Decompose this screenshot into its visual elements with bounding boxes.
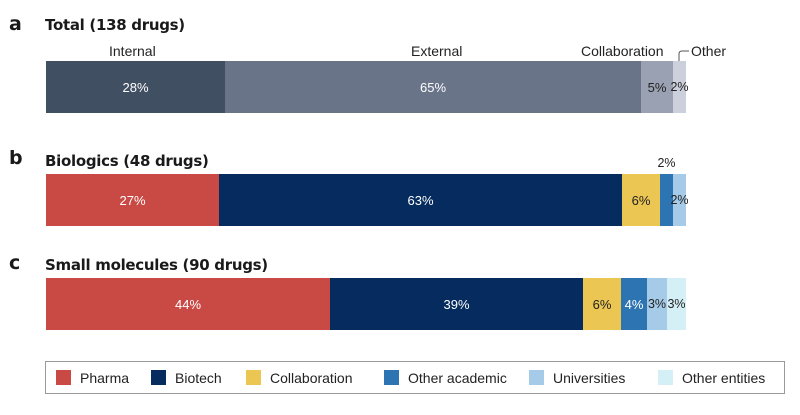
bar-segment-collaboration: 6% [583, 278, 621, 330]
legend-item-collaboration: Collaboration [246, 362, 353, 393]
legend-label-universities: Universities [553, 369, 626, 386]
stacked-bar-small-molecules: 44% 39% 6% 4% 3% 3% [46, 278, 686, 330]
data-label-pharma: 27% [119, 192, 146, 208]
data-label-other-academic: 4% [624, 296, 644, 312]
bar-segment-universities: 2% [670, 174, 689, 226]
bar-segment-other: 2% [670, 61, 689, 113]
legend-swatch-collaboration [246, 370, 261, 385]
legend-swatch-biotech [151, 370, 166, 385]
legend-label-other-academic: Other academic [408, 369, 507, 386]
data-label-collaboration: 5% [647, 79, 667, 95]
bar-segment-external: 65% [225, 61, 641, 113]
category-label-external: External [411, 43, 463, 59]
legend-label-pharma: Pharma [80, 369, 130, 386]
data-label-collaboration: 6% [631, 192, 651, 208]
data-label-pharma: 44% [174, 296, 202, 312]
data-label-internal: 28% [122, 79, 149, 95]
legend: Pharma Biotech Collaboration Other academic… [45, 361, 785, 394]
stacked-bar-biologics: 27% 63% 6% 2% 2% [46, 156, 689, 226]
legend-label-collaboration: Collaboration [270, 369, 353, 386]
bar-segment-pharma: 27% [46, 174, 219, 226]
legend-item-pharma: Pharma [56, 362, 129, 393]
legend-swatch-other-entities [658, 370, 673, 385]
bar-segment-collaboration: 6% [622, 174, 660, 226]
data-label-universities: 2% [670, 193, 689, 207]
data-label-collaboration: 6% [592, 296, 612, 312]
data-label-external: 65% [419, 79, 447, 95]
stacked-bar-total: 28% 65% 5% 2% [46, 61, 689, 113]
data-label-other-academic: 2% [657, 156, 676, 170]
legend-label-biotech: Biotech [175, 369, 222, 386]
bar-segment-other-entities: 3% [667, 278, 686, 330]
legend-swatch-universities [529, 370, 544, 385]
data-label-biotech: 39% [443, 296, 470, 312]
data-label-biotech: 63% [407, 192, 434, 208]
bar-segment-pharma: 44% [46, 278, 330, 330]
legend-swatch-other-academic [384, 370, 399, 385]
legend-item-other-academic: Other academic [384, 362, 507, 393]
bar-segment-biotech: 63% [219, 174, 622, 226]
panel-letter-c: c [9, 252, 21, 274]
bar-segment-other-academic: 2% [657, 156, 676, 226]
legend-swatch-pharma [56, 370, 71, 385]
data-label-other: 2% [670, 80, 689, 94]
panel-letter-a: a [9, 13, 22, 35]
panel-title-b: Biologics (48 drugs) [45, 152, 209, 170]
bar-segment-collaboration: 5% [641, 61, 673, 113]
bar-segment-other-academic: 4% [621, 278, 647, 330]
bar-segment-internal: 28% [46, 61, 225, 113]
bar-segment-universities: 3% [647, 278, 667, 330]
data-label-other-entities: 3% [667, 297, 686, 311]
panel-letter-b: b [9, 147, 23, 169]
legend-label-other-entities: Other entities [682, 369, 766, 386]
legend-item-universities: Universities [529, 362, 625, 393]
category-label-other: Other [691, 43, 727, 59]
legend-item-biotech: Biotech [151, 362, 222, 393]
legend-item-other-entities: Other entities [658, 362, 765, 393]
bar-segment-biotech: 39% [330, 278, 583, 330]
category-label-internal: Internal [109, 43, 156, 59]
panel-title-c: Small molecules (90 drugs) [45, 256, 268, 274]
panel-title-a: Total (138 drugs) [45, 16, 185, 34]
category-label-collaboration: Collaboration [581, 43, 664, 59]
data-label-universities: 3% [647, 297, 667, 311]
